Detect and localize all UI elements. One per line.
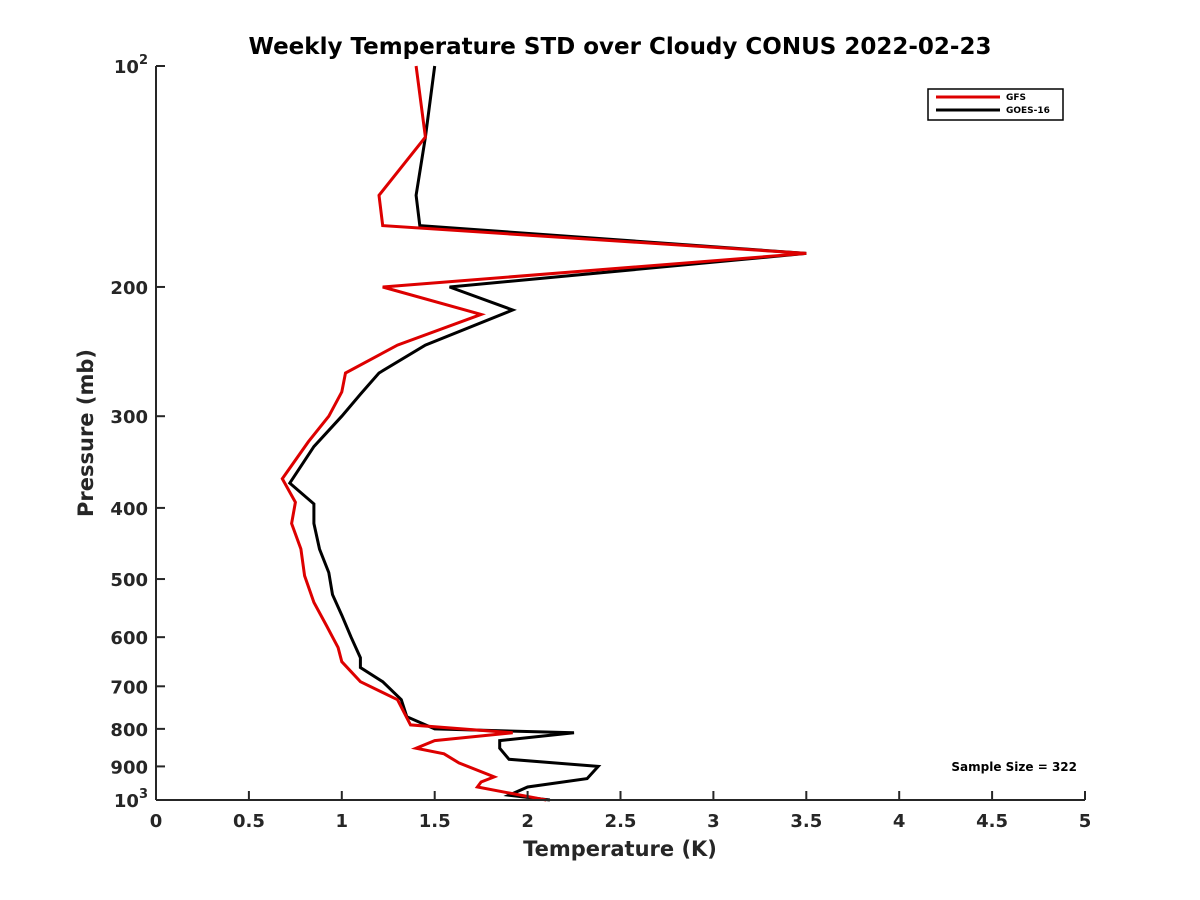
y-tick-label: 500	[110, 570, 148, 591]
y-tick-label: 102	[114, 53, 148, 78]
x-tick-label: 2	[521, 811, 534, 832]
x-tick-label: 4	[893, 811, 906, 832]
x-tick-label: 5	[1079, 811, 1092, 832]
y-tick-label: 900	[110, 757, 148, 778]
series-line-goes-16	[287, 65, 807, 802]
x-tick-label: 3.5	[790, 811, 822, 832]
x-tick-label: 1.5	[419, 811, 451, 832]
sample-size-annotation: Sample Size = 322	[951, 760, 1077, 774]
y-tick-label: 400	[110, 499, 148, 520]
x-tick-label: 4.5	[976, 811, 1008, 832]
y-axis-label: Pressure (mb)	[74, 349, 98, 517]
x-tick-label: 1	[336, 811, 349, 832]
x-tick-label: 0	[150, 811, 163, 832]
chart-title: Weekly Temperature STD over Cloudy CONUS…	[249, 34, 992, 60]
y-tick-label: 200	[110, 278, 148, 299]
legend-label: GOES-16	[1006, 106, 1050, 116]
legend-label: GFS	[1006, 93, 1026, 103]
legend-box	[927, 88, 1064, 121]
x-tick-label: 3	[707, 811, 720, 832]
y-tick-label: 103	[114, 787, 148, 812]
y-tick-label: 600	[110, 628, 148, 649]
x-tick-label: 2.5	[605, 811, 637, 832]
x-ticks: 0 0.5 1 1.5 2 2.5 3 3.5 4 4.5 5	[150, 791, 1092, 832]
x-tick-label: 0.5	[233, 811, 265, 832]
x-axis-label: Temperature (K)	[523, 837, 717, 861]
plot-lines	[280, 65, 807, 802]
y-ticks: 102 200 300 400 500 600 700 800 900 103	[110, 53, 165, 812]
y-tick-label: 300	[110, 407, 148, 428]
legend: GFS GOES-16	[927, 88, 1064, 121]
series-line-gfs	[280, 65, 807, 802]
y-tick-label: 700	[110, 677, 148, 698]
y-tick-label: 800	[110, 720, 148, 741]
